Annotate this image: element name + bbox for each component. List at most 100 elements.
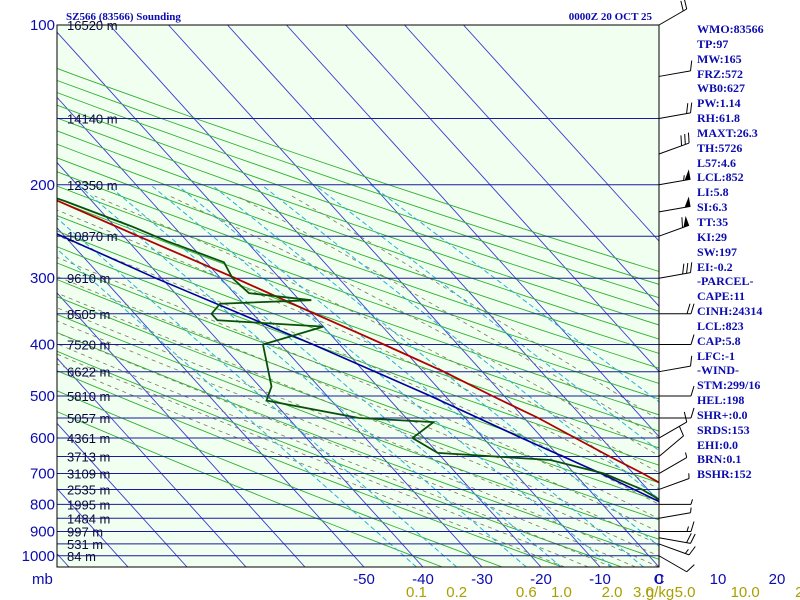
dry-adiabat-line (57, 67, 659, 272)
index-item: FRZ:572 (697, 66, 743, 81)
pressure-label: 400 (30, 337, 55, 354)
dry-adiabat-line (57, 411, 443, 567)
station-title: SZ566 (83566) Sounding (66, 11, 181, 23)
isotherm-line (57, 96, 483, 567)
index-item: KI:29 (697, 229, 727, 244)
index-item: -WIND- (697, 363, 739, 378)
dry-adiabat-line (57, 171, 659, 384)
wind-barb (658, 507, 692, 519)
wind-barb (658, 196, 691, 213)
barb-half (686, 526, 689, 532)
barb-full (690, 102, 693, 113)
background-grid (0, 25, 659, 567)
temperature-tick-label: -20 (530, 571, 552, 588)
barb-half (690, 507, 692, 513)
mixing-ratio-line (176, 184, 644, 567)
barb-full (684, 0, 688, 10)
isotherm-line (57, 227, 365, 567)
mixing-ratio-tick-label: 0.6 (516, 584, 537, 600)
height-label: 14140 m (67, 111, 118, 126)
dewpoint-line (57, 197, 659, 501)
dry-adiabat-line (57, 246, 659, 466)
isotherm-line (57, 31, 542, 567)
isotherm-line (57, 422, 188, 567)
index-item: PW:1.14 (697, 96, 741, 111)
barb-staff (658, 70, 691, 77)
plot-border (56, 24, 660, 568)
wind-barbs (658, 0, 696, 573)
mixing-ratio-tick-label: 10.0 (731, 584, 760, 600)
isotherm-line (0, 25, 10, 567)
mixing-ratio-line (77, 184, 527, 567)
temperature-tick-label: -40 (412, 571, 434, 588)
index-item: TT:35 (697, 214, 729, 229)
barb-staff (658, 8, 687, 26)
barb-full (686, 533, 692, 543)
mixing-ratio-tick-label: 20.0 (795, 584, 800, 600)
pressure-label: 500 (30, 388, 55, 405)
mixing-ratio-line (370, 184, 659, 403)
index-item: L57:4.6 (697, 155, 736, 170)
barb-full (684, 133, 686, 145)
wind-barb (659, 303, 695, 315)
barb-full (690, 60, 693, 71)
index-item: CAPE:11 (697, 289, 745, 304)
temperature-tick-label: 10 (710, 571, 727, 588)
isotherm-line (57, 292, 306, 567)
wind-barb (658, 169, 691, 186)
height-label: 3713 m (67, 449, 110, 464)
pressure-label: 100 (30, 17, 55, 34)
barb-staff (658, 224, 690, 237)
barb-full (687, 132, 690, 144)
isobar-lines (57, 24, 659, 557)
height-label: 5810 m (67, 389, 110, 404)
barb-full (690, 533, 696, 544)
barb-staff (658, 142, 690, 155)
temperature-tick-label: -50 (353, 571, 375, 588)
barb-staff (658, 555, 687, 573)
dry-adiabat-line (57, 390, 503, 567)
wind-barb (658, 0, 688, 26)
plot-area (57, 25, 659, 567)
mixing-ratio-tick-label: 3.0 (633, 584, 654, 600)
pressure-label: 700 (30, 466, 55, 483)
barb-staff (658, 272, 691, 279)
barb-staff (658, 478, 690, 490)
pressure-label: 1000 (22, 548, 55, 565)
barb-half (684, 549, 689, 554)
barb-full (690, 521, 695, 532)
barb-staff (658, 178, 691, 186)
pressure-label: 200 (30, 177, 55, 194)
wind-barb (658, 452, 688, 474)
barb-full (686, 303, 691, 314)
barb-flag (684, 196, 691, 208)
mixing-ratio-line (57, 248, 417, 567)
height-label: 8505 m (67, 307, 110, 322)
height-label: 997 m (67, 524, 103, 539)
index-item: MW:165 (697, 51, 742, 66)
wind-barb (659, 334, 695, 346)
height-label: 531 m (67, 537, 103, 552)
height-label: 1484 m (67, 511, 110, 526)
barb-full (690, 355, 693, 367)
mixing-ratio-line (211, 184, 659, 547)
wind-barb (658, 102, 693, 119)
height-label: 3109 m (67, 467, 110, 482)
barb-full (690, 407, 695, 419)
barb-full (680, 0, 684, 12)
index-item: CINH:24314 (697, 304, 763, 319)
temperature-line (57, 199, 659, 484)
wind-barb (658, 426, 684, 457)
barb-staff (658, 112, 691, 119)
isotherm-line (168, 25, 659, 567)
parcel-path-line (57, 233, 659, 503)
dry-adiabat-line (57, 117, 659, 326)
index-item: SHR+:0.0 (697, 407, 748, 422)
mixing-ratio-line (150, 184, 613, 567)
height-label: 10870 m (67, 229, 118, 244)
height-label: 9610 m (67, 271, 110, 286)
mixing-ratio-tick-label: 1.0 (551, 584, 572, 600)
barb-full (690, 334, 695, 345)
index-item: EI:-0.2 (697, 259, 733, 274)
barb-full (686, 564, 695, 573)
